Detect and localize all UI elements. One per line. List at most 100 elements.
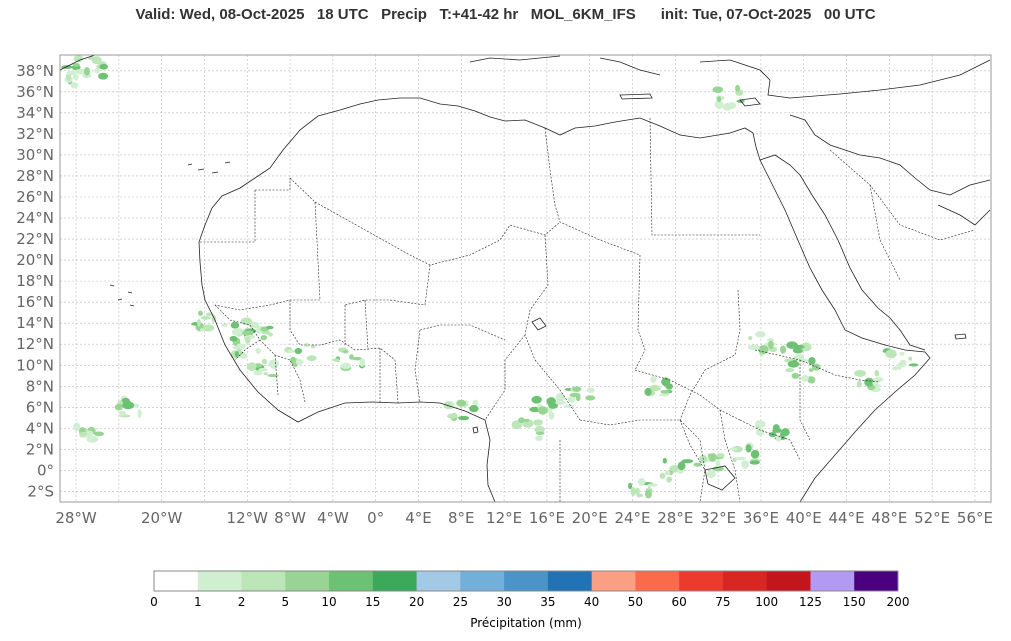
latitude-label: 12°N [16,335,54,353]
latitude-label: 22°N [16,230,54,248]
precip-cell [555,393,565,402]
precip-cell [340,362,351,370]
colorbar-tick-label: 0 [150,595,158,609]
precip-cell [715,459,721,469]
precip-cell [290,356,296,365]
precip-cell [749,460,760,465]
precip-cell [706,469,716,478]
latitude-label: 0° [37,461,54,479]
precip-cell [263,372,269,376]
latitude-label: 10°N [16,356,54,374]
precip-cell [94,67,101,74]
precip-cell [569,392,581,398]
precip-cell [458,415,470,421]
precip-cell [891,366,899,371]
precip-cell [712,466,724,472]
precip-cell [854,369,867,377]
longitude-label: 44°E [828,509,864,527]
precip-cell [114,403,123,411]
colorbar-tick-label: 2 [238,595,246,609]
precip-cell [659,393,670,397]
border-libya-egypt [649,117,760,236]
precipitation-field [61,55,919,499]
precip-cell [518,417,525,424]
colorbar-swatch [197,571,243,591]
precip-cell [808,356,816,365]
border-algeria-libya [544,127,641,256]
europe-coastline [60,55,991,99]
precip-cell [267,373,279,378]
precip-cell [287,349,295,354]
precip-cell [728,447,737,451]
precip-cell [240,317,253,326]
border-sudan-ethiopia [679,289,741,421]
map-title: Valid: Wed, 08-Oct-2025 18 UTC Precip T:… [135,6,876,23]
precip-cell [221,323,229,327]
precip-cell [469,405,479,413]
lake-victoria [704,465,736,491]
precip-cell [731,445,743,453]
precip-cell [548,411,555,420]
precip-cell [310,344,316,349]
crete-coastline [619,93,653,100]
precip-cell [70,81,79,89]
precip-cell [899,351,905,356]
colorbar-tick-labels: 0 1 2 5 10 15 20 25 30 35 40 50 60 75 100 125 150 200 [150,595,909,609]
precip-cell [555,400,566,405]
cyprus-coastline [739,97,761,107]
precip-cell [874,369,880,377]
border-uganda [679,409,726,471]
precip-cell [244,336,251,344]
precip-cell [755,428,765,436]
colorbar-swatch [547,571,593,591]
precip-cell [856,380,862,388]
colorbar-swatch [722,571,768,591]
colorbar-tick-label: 5 [281,595,289,609]
precip-cell [808,368,814,372]
precip-cell [66,70,78,76]
precip-cell [635,487,640,495]
precip-cell [247,362,257,372]
longitude-label: 28°E [657,509,693,527]
precip-cell [73,55,84,63]
precip-cell [748,335,753,341]
longitude-label: 20°W [141,509,183,527]
precip-cell [295,359,304,365]
latitude-label: 2°N [26,440,54,458]
lake-chad [531,317,547,331]
precip-cell [677,461,686,471]
latitude-label: 16°N [16,293,54,311]
colorbar-tick-label: 150 [843,595,866,609]
colorbar-tick-label: 25 [453,595,468,609]
longitude-label: 28°W [55,509,97,527]
latitude-label: 30°N [16,146,54,164]
gulf-of-guinea-coastline [198,241,496,502]
precip-cell [628,482,633,490]
precip-cell [666,470,671,475]
longitude-label: 16°E [529,509,565,527]
longitude-label: 4°W [317,509,349,527]
precip-cell [72,422,81,432]
precip-cell [230,321,240,329]
africa-coastline [198,97,931,502]
precip-cell [331,358,340,362]
precip-cell [74,68,87,75]
precip-cell [359,358,366,367]
precip-cell [472,399,479,407]
longitude-label: 12°W [227,509,269,527]
longitude-label: 32°E [700,509,736,527]
colorbar-tick-label: 50 [628,595,643,609]
precip-cell [86,435,99,443]
latitude-label: 4°N [26,419,54,437]
precip-cell [198,310,203,316]
precip-cell [653,386,661,391]
colorbar-tick-label: 1 [194,595,202,609]
precip-cell [121,397,130,404]
latitude-label: 6°N [26,398,54,416]
latitude-label: 8°N [26,377,54,395]
precip-cell [747,344,760,351]
colorbar-swatch [591,571,636,591]
precip-cell [637,477,646,486]
red-sea-coastline [759,154,926,351]
precip-cell [716,96,722,103]
